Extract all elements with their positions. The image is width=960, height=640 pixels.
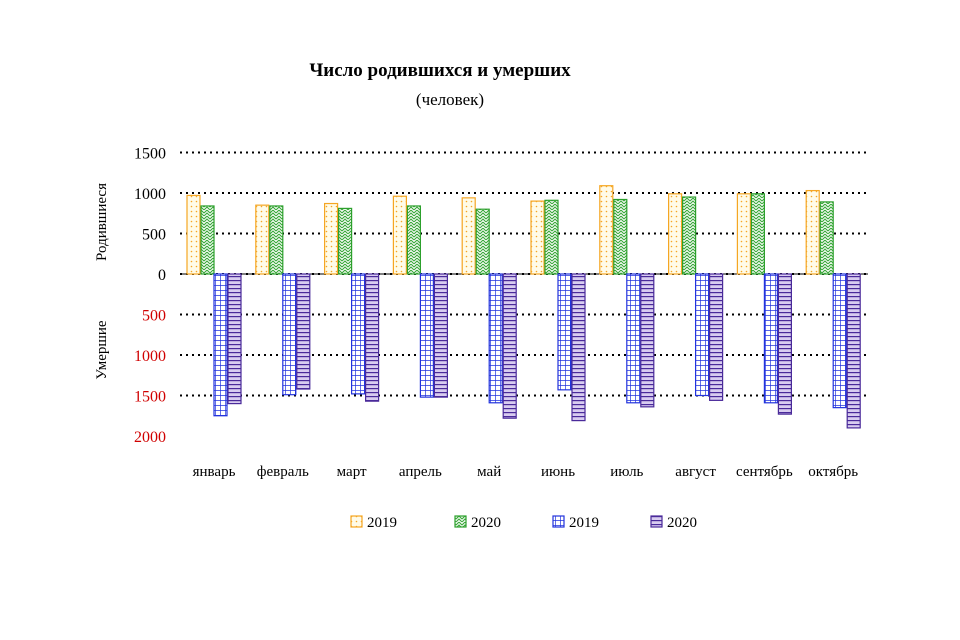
bar-deaths-2019-0 bbox=[213, 273, 228, 417]
legend-label: 2020 bbox=[471, 515, 501, 531]
bar-deaths-2019-3 bbox=[419, 273, 434, 398]
legend-label: 2019 bbox=[569, 515, 599, 531]
x-tick-label: май bbox=[477, 464, 501, 480]
y-axis-label-births: Родившиеся bbox=[94, 183, 110, 261]
bar-deaths-2020-0 bbox=[227, 273, 242, 405]
bar-births-2019-4 bbox=[461, 197, 476, 275]
legend-swatch bbox=[350, 515, 363, 528]
x-tick-label: январь bbox=[193, 464, 236, 480]
bar-births-2020-7 bbox=[681, 196, 697, 275]
bar-deaths-2019-5 bbox=[557, 273, 572, 391]
bar-births-2020-8 bbox=[750, 193, 766, 275]
x-tick-label: август bbox=[675, 464, 716, 480]
bar-births-2019-6 bbox=[599, 185, 614, 275]
bar-births-2020-3 bbox=[406, 205, 421, 275]
y-tick-label: 2000 bbox=[134, 429, 166, 446]
x-tick-label: апрель bbox=[399, 464, 442, 480]
bar-births-2020-0 bbox=[200, 205, 215, 275]
bar-births-2019-0 bbox=[186, 194, 201, 275]
bar-births-2020-9 bbox=[819, 201, 834, 275]
bar-deaths-2019-8 bbox=[763, 273, 779, 404]
bar-births-2020-1 bbox=[269, 205, 284, 275]
bar-deaths-2019-7 bbox=[694, 273, 710, 397]
bar-births-2019-8 bbox=[736, 193, 752, 275]
bar-deaths-2020-9 bbox=[846, 273, 861, 429]
bar-deaths-2019-4 bbox=[488, 273, 503, 404]
bar-deaths-2020-5 bbox=[571, 273, 586, 422]
bar-births-2019-7 bbox=[667, 193, 683, 275]
bar-deaths-2019-1 bbox=[282, 273, 297, 396]
y-tick-label: 500 bbox=[142, 308, 166, 325]
chart-subtitle: (человек) bbox=[415, 90, 485, 109]
bar-births-2019-2 bbox=[324, 202, 339, 275]
chart-title: Число родившихся и умерших bbox=[309, 60, 571, 81]
bar-deaths-2019-6 bbox=[626, 273, 641, 404]
x-tick-label: февраль bbox=[257, 464, 309, 480]
y-axis-label-deaths: Умершие bbox=[94, 320, 110, 380]
bar-births-2019-5 bbox=[530, 200, 545, 275]
legend-swatch bbox=[650, 515, 663, 528]
y-tick-label: 500 bbox=[142, 227, 166, 244]
legend-label: 2019 bbox=[367, 515, 397, 531]
y-tick-label: 1500 bbox=[134, 146, 166, 163]
bar-births-2020-5 bbox=[544, 199, 559, 275]
bar-deaths-2020-6 bbox=[640, 273, 655, 408]
bar-deaths-2020-4 bbox=[502, 273, 517, 419]
x-tick-label: июль bbox=[610, 464, 643, 480]
x-tick-label: март bbox=[337, 464, 367, 480]
legend-swatch bbox=[454, 515, 467, 528]
bar-deaths-2020-1 bbox=[296, 273, 311, 390]
y-tick-label: 1000 bbox=[134, 186, 166, 203]
bar-deaths-2019-9 bbox=[832, 273, 847, 409]
bar-births-2019-9 bbox=[805, 189, 820, 275]
bars bbox=[186, 185, 861, 429]
legend-swatch bbox=[552, 515, 565, 528]
bar-births-2019-3 bbox=[392, 195, 407, 275]
y-tick-label: 0 bbox=[158, 267, 166, 284]
bar-births-2020-2 bbox=[338, 207, 353, 275]
axis-labels: 1500 1000 500 0 500 1000 1500 2000 Родившиеся Уме… bbox=[94, 146, 858, 481]
bar-births-2020-6 bbox=[613, 198, 628, 275]
bar-births-2020-4 bbox=[475, 208, 490, 275]
bar-deaths-2020-2 bbox=[365, 273, 380, 402]
bar-deaths-2020-7 bbox=[708, 273, 724, 401]
x-tick-label: июнь bbox=[541, 464, 575, 480]
x-tick-label: октябрь bbox=[808, 464, 858, 480]
y-tick-label: 1500 bbox=[134, 389, 166, 406]
bar-deaths-2019-2 bbox=[351, 273, 366, 395]
bar-deaths-2020-8 bbox=[777, 273, 793, 415]
legend: 2019 2020 2019 2020 bbox=[350, 515, 697, 531]
legend-label: 2020 bbox=[667, 515, 697, 531]
y-tick-label: 1000 bbox=[134, 348, 166, 365]
bar-deaths-2020-3 bbox=[433, 273, 448, 398]
x-tick-label: сентябрь bbox=[736, 464, 793, 480]
bar-births-2019-1 bbox=[255, 204, 270, 275]
